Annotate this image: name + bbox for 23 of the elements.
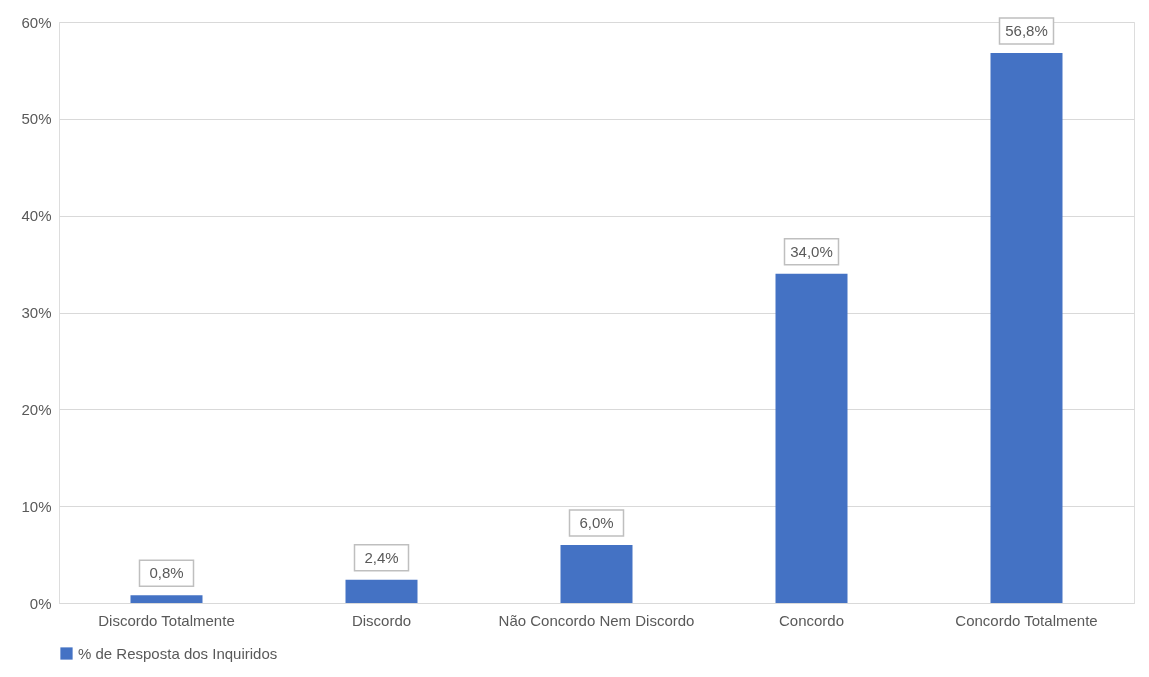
- y-tick-label: 10%: [21, 497, 52, 515]
- y-tick-label: 30%: [21, 304, 52, 321]
- y-tick-label: 50%: [21, 110, 52, 128]
- bar: [990, 52, 1063, 603]
- legend-label: % de Resposta dos Inquiridos: [78, 644, 278, 662]
- x-tick-label: Concordo Totalmente: [955, 611, 1098, 629]
- data-label: 6,0%: [579, 513, 614, 531]
- y-tick-label: 20%: [21, 400, 52, 418]
- bar: [560, 544, 633, 603]
- data-label: 0,8%: [149, 564, 184, 582]
- x-tick-label: Discordo Totalmente: [98, 611, 235, 629]
- x-tick-label: Discordo: [351, 611, 412, 629]
- x-tick-label: Concordo: [778, 611, 845, 629]
- bar: [775, 273, 848, 603]
- x-tick-label: Não Concordo Nem Discordo: [498, 611, 695, 629]
- y-tick-label: 0%: [29, 594, 52, 612]
- data-label: 34,0%: [790, 242, 833, 260]
- data-label: 56,8%: [1005, 21, 1048, 39]
- y-tick-label: 60%: [21, 13, 52, 31]
- data-label: 2,4%: [364, 548, 399, 566]
- bar: [130, 595, 203, 603]
- bar: [345, 579, 418, 603]
- y-tick-label: 40%: [21, 207, 52, 225]
